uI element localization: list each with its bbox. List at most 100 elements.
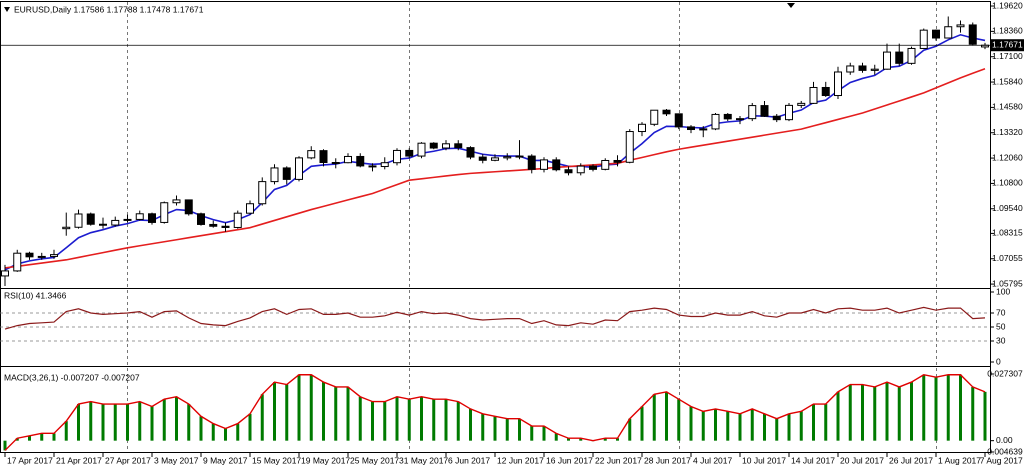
candle-body — [319, 150, 328, 164]
macd-bar — [40, 433, 44, 441]
y-tick-label: 0.027307 — [987, 368, 1023, 378]
macd-bar — [518, 418, 521, 441]
macd-bar — [15, 438, 19, 441]
candle-body — [625, 131, 634, 163]
candle-body — [246, 203, 254, 214]
macd-bar — [297, 374, 301, 441]
macd-bar — [126, 404, 129, 441]
macd-bar — [726, 411, 730, 441]
candle-body — [270, 167, 279, 183]
macd-bar — [309, 374, 313, 441]
macd-bar — [77, 404, 80, 441]
candle-body — [895, 51, 904, 64]
candle-body — [62, 226, 71, 230]
y-tick-label: 1.12060 — [992, 152, 1023, 162]
x-tick-label: 17 Apr 2017 — [7, 455, 53, 465]
macd-bar — [640, 406, 644, 441]
candle-body — [160, 202, 169, 223]
macd-bar — [861, 384, 864, 441]
candle-body — [86, 213, 95, 225]
candle-body — [552, 159, 561, 171]
candle-body — [50, 254, 58, 257]
candle-body — [209, 223, 218, 227]
candle-body — [723, 113, 732, 120]
x-tick-label: 1 Aug 2017 — [938, 455, 981, 465]
y-tick-label: 1.09540 — [992, 203, 1023, 213]
y-tick-label: 70 — [996, 307, 1006, 317]
macd-bar — [432, 399, 436, 441]
candle-body — [883, 51, 891, 70]
candle-body — [466, 147, 475, 158]
macd-bar — [162, 399, 166, 441]
macd-bar — [554, 433, 558, 441]
candle-body — [944, 26, 953, 39]
candle-body — [674, 113, 683, 128]
macd-bar — [689, 406, 693, 441]
macd-bar — [101, 404, 105, 441]
macd-bar — [89, 401, 93, 441]
macd-bar — [677, 399, 681, 441]
x-tick-label: 25 May 2017 — [350, 455, 399, 465]
candle-body — [344, 155, 352, 164]
macd-bar — [113, 404, 117, 441]
candle-body — [785, 104, 793, 121]
macd-bar — [187, 404, 191, 441]
candle-body — [821, 86, 830, 97]
macd-bar — [910, 382, 913, 441]
y-tick-label: 1.18360 — [992, 26, 1023, 36]
x-tick-label: 26 Jul 2017 — [889, 455, 933, 465]
macd-bar — [199, 416, 203, 441]
candle-body — [25, 252, 34, 258]
candle-body — [613, 159, 622, 163]
candle-body — [258, 181, 267, 205]
macd-bar — [603, 438, 607, 441]
macd-bar — [567, 438, 570, 441]
candle-body — [148, 213, 156, 223]
candle-body — [760, 105, 769, 117]
macd-bar — [407, 399, 411, 441]
macd-bar — [211, 423, 215, 441]
candle-body — [417, 142, 426, 157]
x-tick-label: 6 Jun 2017 — [448, 455, 490, 465]
macd-bar — [714, 408, 717, 441]
macd-bar — [959, 374, 962, 441]
candle-body — [380, 162, 389, 168]
y-tick-label: 1.10800 — [992, 178, 1023, 188]
candle-body — [282, 167, 291, 180]
x-tick-label: 19 May 2017 — [301, 455, 350, 465]
macd-bar — [530, 426, 534, 441]
candle-body — [932, 29, 940, 39]
macd-bar — [812, 404, 815, 441]
x-tick-label: 22 Jun 2017 — [595, 455, 642, 465]
macd-bar — [934, 377, 938, 441]
x-tick-label: 28 Jun 2017 — [644, 455, 691, 465]
macd-bar — [922, 374, 926, 441]
candle-body — [870, 68, 879, 71]
x-tick-label: 27 Apr 2017 — [105, 455, 151, 465]
y-tick-label: 30 — [996, 335, 1006, 345]
macd-bar — [358, 396, 362, 441]
candle-body — [123, 218, 132, 221]
y-tick-label: 1.05795 — [992, 278, 1023, 288]
candle-body — [331, 162, 340, 165]
rsi-line — [4, 306, 986, 330]
macd-bar — [346, 386, 350, 441]
y-tick-label: 0 — [996, 356, 1001, 366]
macd-bar — [787, 413, 791, 441]
candle-body — [393, 149, 401, 164]
macd-bar — [763, 413, 766, 441]
shift-marker — [787, 3, 795, 8]
y-tick-label: 1.19620 — [992, 0, 1023, 10]
macd-bar — [579, 438, 583, 441]
macd-bar — [334, 386, 338, 441]
macd-bar — [28, 435, 31, 441]
chart-title: EURUSD,Daily 1.17586 1.17788 1.17478 1.1… — [14, 4, 204, 14]
candle-body — [37, 255, 46, 258]
candle-body — [368, 165, 377, 168]
candle-body — [221, 225, 230, 228]
candle-body — [576, 165, 585, 174]
y-tick-label: -0.004639 — [984, 446, 1023, 456]
candle-body — [515, 155, 524, 158]
